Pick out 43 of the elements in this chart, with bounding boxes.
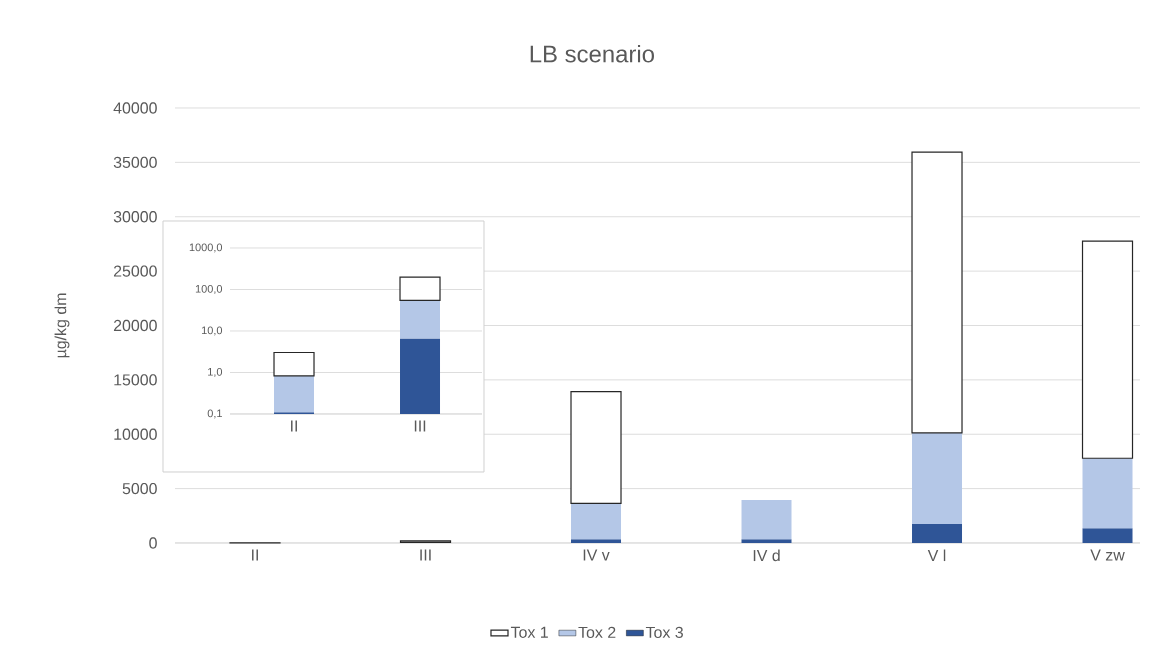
y-tick-label: 15000 (114, 374, 157, 386)
y-tick-label: 10,0 (201, 326, 223, 336)
x-tick-label: III (414, 420, 426, 432)
bar (1082, 458, 1133, 529)
y-tick-label: 30000 (113, 211, 157, 223)
bar (400, 300, 441, 339)
y-tick-label: 40000 (113, 102, 157, 114)
legend-label: Tox 1 (510, 626, 548, 638)
bar (912, 524, 963, 543)
y-axis-title: µg/kg dm (54, 293, 70, 358)
y-tick-label: 100,0 (195, 284, 223, 295)
legend-label: Tox 3 (645, 626, 683, 638)
x-tick-label: IV v (583, 549, 610, 561)
y-tick-label: 20000 (113, 319, 157, 332)
y-tick-label: 25000 (113, 265, 157, 277)
bar (273, 351, 315, 377)
bar (570, 391, 622, 504)
bar (912, 432, 963, 525)
bar (741, 500, 792, 540)
y-tick-label: 1,0 (208, 367, 223, 378)
y-tick-label: 35000 (113, 156, 157, 168)
chart-title: LB scenario (530, 44, 654, 63)
y-tick-label: 1000,0 (189, 243, 223, 253)
bar (741, 539, 792, 543)
y-tick-label: 5000 (122, 482, 157, 495)
bar (571, 539, 622, 543)
bar (274, 375, 315, 413)
x-tick-label: II (291, 420, 297, 432)
y-tick-label: 0,1 (207, 409, 222, 419)
x-tick-label: IV d (753, 549, 780, 562)
legend-label: Tox 2 (578, 626, 616, 638)
bar (400, 338, 441, 414)
y-tick-label: 0 (149, 537, 157, 549)
bar (1081, 240, 1134, 459)
y-tick-label: 10000 (114, 428, 157, 440)
bar (571, 503, 622, 540)
bar (911, 151, 963, 434)
bar (399, 276, 441, 301)
x-tick-label: V l (927, 549, 946, 562)
bar (1082, 528, 1133, 543)
x-tick-label: III (420, 549, 431, 561)
x-tick-label: V zw (1090, 549, 1125, 561)
x-tick-label: II (252, 549, 258, 561)
